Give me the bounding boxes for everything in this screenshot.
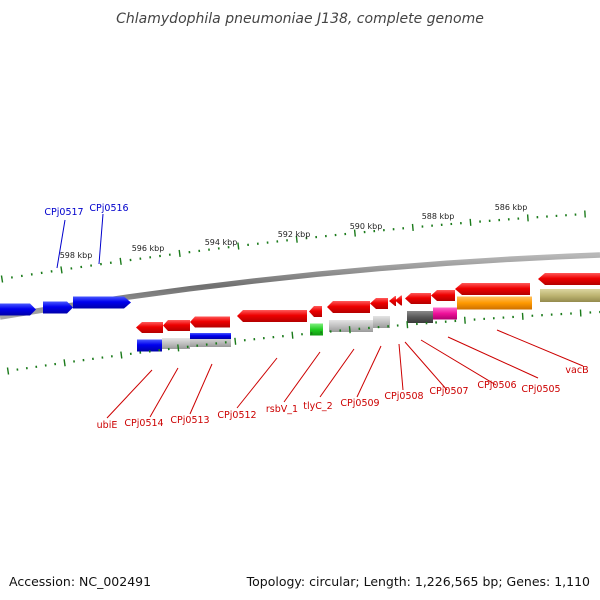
gene-label-cpj0516: CPj0516: [89, 203, 128, 214]
callout-line: [398, 343, 404, 391]
kbp-scale-labels: 598 kbp 596 kbp 594 kbp 592 kbp 590 kbp 588 k…: [60, 203, 528, 260]
cog-cpj0505: [457, 296, 532, 310]
cog-rsbv-1: [310, 323, 323, 336]
gene-cpj0516: [73, 296, 131, 309]
callout-line: [447, 336, 539, 379]
gene-cpj0508-a: [389, 296, 396, 306]
outer-major-tick: [60, 266, 63, 274]
outer-major-tick: [237, 242, 240, 250]
callout-line: [236, 357, 278, 409]
callout-line: [283, 351, 321, 403]
callout-line: [356, 345, 382, 398]
inner-major-tick: [406, 321, 409, 329]
gene-label-cpj0517: CPj0517: [44, 207, 83, 218]
kbp-label: 598 kbp: [60, 251, 93, 260]
callout-line: [98, 213, 104, 265]
callout-line: [404, 341, 448, 391]
outer-major-tick: [178, 249, 181, 257]
gene-vacb: [538, 273, 600, 285]
gene-label-rsbv-1: rsbV_1: [266, 404, 298, 415]
inner-tick-ring: [6, 309, 600, 375]
inner-major-tick: [120, 351, 123, 359]
gene-cpj0514: [163, 320, 190, 331]
outer-major-tick: [119, 257, 122, 265]
cog-cpj0513-secondary: [190, 333, 231, 339]
gene-cpj0513: [190, 316, 230, 328]
gene-label-vacb: vacB: [565, 365, 588, 376]
kbp-label: 590 kbp: [350, 222, 383, 231]
gene-label-cpj0514: CPj0514: [124, 418, 163, 429]
gene-label-cpj0507: CPj0507: [429, 386, 468, 397]
kbp-label: 596 kbp: [132, 244, 165, 253]
cog-cpj0506: [433, 307, 457, 320]
cog-vacb: [540, 289, 600, 302]
callout-line: [189, 363, 213, 415]
cog-cpj0509: [373, 316, 390, 328]
gene-cpj0508-b: [395, 295, 402, 306]
gene-cpj0517: [43, 301, 73, 314]
inner-major-tick: [348, 326, 351, 334]
gene-tlyc-2: [327, 301, 370, 313]
outer-major-tick: [295, 235, 298, 243]
gene-cpj0507: [405, 293, 431, 304]
cog-cpj0507: [407, 311, 433, 323]
topology-text: Topology: circular; Length: 1,226,565 bp…: [246, 574, 590, 589]
inner-major-tick: [234, 337, 237, 345]
cog-cpj0514: [162, 338, 190, 349]
gene-label-callouts: CPj0517 CPj0516 ubiE CPj0514 CPj0513 CPj0512 r…: [44, 203, 588, 431]
gene-label-cpj0509: CPj0509: [340, 398, 379, 409]
kbp-label: 588 kbp: [422, 212, 455, 221]
gene-label-cpj0513: CPj0513: [170, 415, 209, 426]
callout-line: [106, 369, 153, 419]
cog-category-track: [137, 289, 600, 352]
kbp-label: 592 kbp: [278, 230, 311, 239]
outer-major-tick: [411, 223, 414, 231]
inner-major-tick: [6, 367, 10, 375]
kbp-label: 586 kbp: [495, 203, 528, 212]
gene-cpj0505: [455, 283, 530, 295]
callout-line: [319, 348, 355, 398]
gene-label-cpj0512: CPj0512: [217, 410, 256, 421]
gene-label-cpj0505: CPj0505: [521, 384, 560, 395]
inner-major-tick: [63, 359, 66, 367]
inner-major-tick: [291, 331, 294, 339]
outer-major-tick: [0, 275, 4, 283]
callout-line: [56, 219, 66, 269]
kbp-label: 594 kbp: [205, 238, 238, 247]
accession-text: Accession: NC_002491: [9, 574, 151, 589]
gene-cpj0518: [0, 303, 36, 316]
forward-strand-genes: [0, 296, 131, 316]
outer-major-tick: [353, 229, 356, 237]
callout-line: [496, 329, 584, 367]
gene-cpj0512: [237, 310, 307, 322]
reverse-strand-genes: [136, 273, 600, 333]
callout-line: [420, 339, 497, 386]
callout-line: [149, 367, 179, 418]
outer-tick-ring: [0, 210, 586, 283]
gene-label-cpj0508: CPj0508: [384, 391, 423, 402]
gene-label-tlyc-2: tlyC_2: [303, 401, 332, 412]
gene-label-ubie: ubiE: [97, 420, 118, 431]
inner-major-tick: [463, 316, 466, 324]
cog-ubie: [137, 339, 162, 352]
map-title: Chlamydophila pneumoniae J138, complete …: [116, 11, 484, 27]
cog-tlyc-2: [329, 320, 373, 332]
inner-major-tick: [177, 344, 180, 352]
gene-cpj0509: [370, 298, 388, 309]
outer-major-tick: [526, 214, 529, 222]
gene-label-cpj0506: CPj0506: [477, 380, 516, 391]
outer-major-tick: [469, 218, 472, 226]
gene-ubie: [136, 322, 163, 333]
gene-rsbv-1: [309, 306, 322, 317]
gene-cpj0506: [431, 290, 455, 301]
